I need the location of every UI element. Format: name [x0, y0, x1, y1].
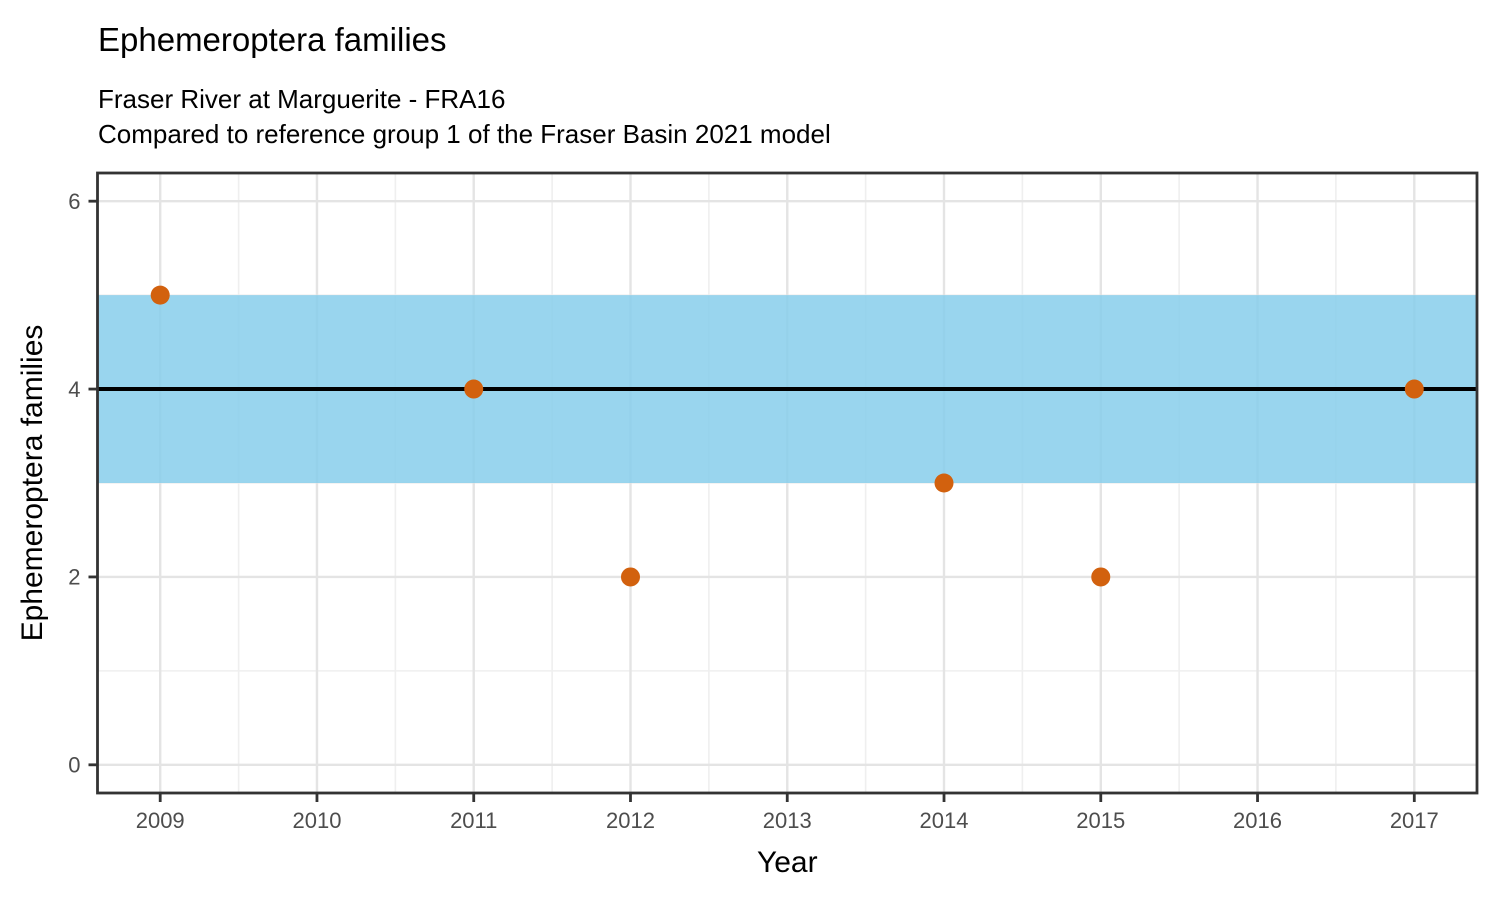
data-point: [150, 285, 170, 305]
data-point: [1091, 567, 1111, 587]
chart-subtitle-line2: Compared to reference group 1 of the Fra…: [98, 119, 831, 149]
chart-subtitle-line1: Fraser River at Marguerite - FRA16: [98, 84, 506, 114]
chart-title: Ephemeroptera families: [98, 21, 447, 58]
x-tick-label: 2012: [606, 808, 655, 833]
x-tick-label: 2017: [1390, 808, 1439, 833]
x-tick-label: 2009: [136, 808, 185, 833]
x-tick-label: 2016: [1233, 808, 1282, 833]
x-tick-label: 2013: [763, 808, 812, 833]
y-axis-title: Ephemeroptera families: [16, 325, 49, 642]
x-axis-title: Year: [757, 846, 818, 879]
data-point: [464, 379, 484, 399]
x-tick-label: 2010: [292, 808, 341, 833]
x-tick-label: 2011: [450, 808, 497, 833]
x-tick-label: 2015: [1076, 808, 1125, 833]
data-point: [620, 567, 640, 587]
x-tick-label: 2014: [920, 808, 969, 833]
y-tick-label: 4: [68, 377, 80, 402]
data-point: [934, 473, 954, 493]
data-point: [1404, 379, 1424, 399]
y-tick-label: 0: [68, 753, 80, 778]
y-tick-label: 2: [68, 565, 80, 590]
y-tick-label: 6: [68, 189, 80, 214]
